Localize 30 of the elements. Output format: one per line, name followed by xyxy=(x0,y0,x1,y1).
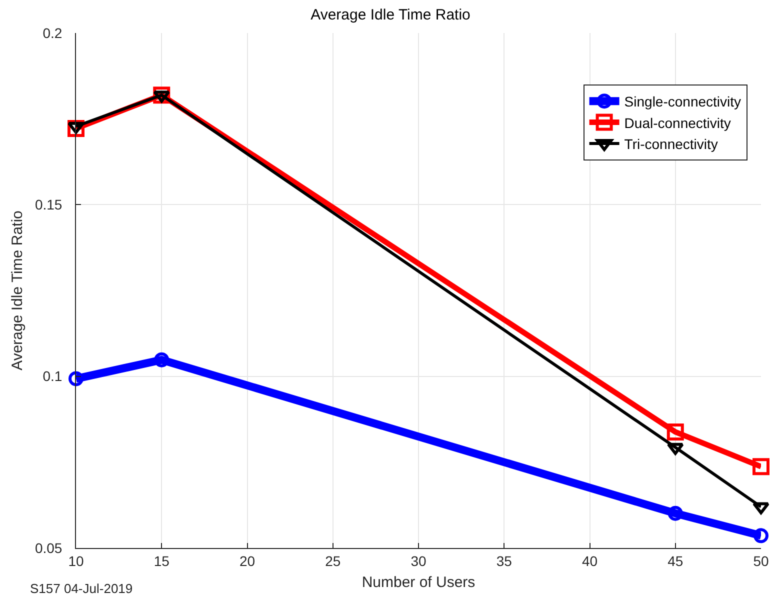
x-tick-label: 20 xyxy=(239,552,256,569)
x-tick-label: 10 xyxy=(68,552,84,569)
x-tick-label: 40 xyxy=(582,552,598,569)
x-tick-label: 45 xyxy=(668,552,684,569)
text: S157 04-Jul-2019 xyxy=(30,581,133,596)
y-tick-label: 0.1 xyxy=(42,368,62,384)
x-tick-label: 50 xyxy=(753,552,769,569)
point xyxy=(153,90,170,103)
point xyxy=(666,442,684,455)
y-tick-label: 0.15 xyxy=(34,196,62,213)
x-tick-label: 30 xyxy=(410,552,426,569)
x-axis-title: Number of Users xyxy=(362,574,476,591)
legend-label: Tri-connectivity xyxy=(624,136,718,152)
point xyxy=(666,423,684,440)
x-tick-label: 35 xyxy=(496,552,512,569)
point xyxy=(68,122,84,134)
point xyxy=(68,371,84,386)
point xyxy=(754,528,768,544)
legend-label: Single-connectivity xyxy=(624,94,742,110)
x-tick-label: 25 xyxy=(325,552,341,569)
x-tick-label: 15 xyxy=(154,552,170,569)
point xyxy=(752,458,770,476)
point xyxy=(668,506,683,521)
y-axis-title: Average Idle Time Ratio xyxy=(9,210,26,370)
point xyxy=(752,502,770,514)
legend-label: Dual-connectivity xyxy=(624,114,731,131)
y-tick-label: 0.05 xyxy=(34,540,62,556)
point xyxy=(154,352,170,368)
y-tick-label: 0.2 xyxy=(42,24,62,41)
chart-title: Average Idle Time Ratio xyxy=(310,6,470,24)
